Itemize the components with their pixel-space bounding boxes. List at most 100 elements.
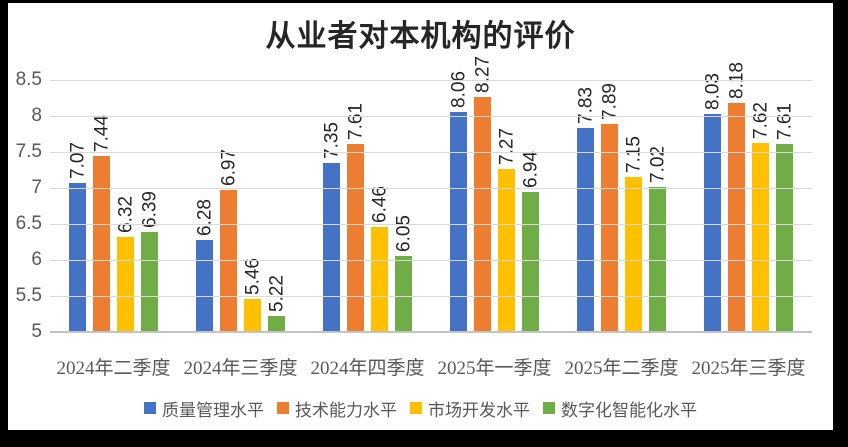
bar-value-label: 6.39 — [139, 190, 160, 228]
bar-slot: 7.35 — [321, 80, 342, 332]
bar-slot: 8.27 — [472, 56, 493, 332]
chart-container: 从业者对本机构的评价 7.07 7.44 6.32 6.39 6.28 6.97 5.46 5… — [8, 3, 833, 430]
bar-slot: 7.15 — [623, 80, 644, 332]
bar-slot: 5.22 — [266, 80, 287, 332]
gridline — [50, 80, 812, 81]
bar — [522, 192, 539, 332]
legend-swatch-icon — [144, 402, 156, 414]
bar-slot: 7.61 — [345, 80, 366, 332]
bar-slot: 8.03 — [702, 73, 723, 332]
bar-groups: 7.07 7.44 6.32 6.39 6.28 6.97 5.46 5.22 7.35 7.61… — [50, 56, 812, 332]
bar — [395, 256, 412, 332]
gridline — [50, 260, 812, 261]
legend-swatch-icon — [410, 402, 422, 414]
bar-value-label: 8.03 — [702, 72, 723, 110]
bar-slot: 7.02 — [647, 80, 668, 332]
bar-value-label: 7.89 — [599, 82, 620, 120]
bar — [93, 156, 110, 332]
legend-label: 技术能力水平 — [295, 400, 397, 420]
bar — [141, 231, 158, 332]
bar — [498, 168, 515, 332]
bar-value-label: 8.27 — [472, 55, 493, 93]
legend-label: 市场开发水平 — [428, 400, 530, 420]
bar-slot: 5.46 — [242, 80, 263, 332]
bar — [371, 226, 388, 332]
bar-slot: 7.83 — [575, 80, 596, 332]
bar — [601, 123, 618, 332]
y-axis-label: 6 — [31, 249, 42, 270]
bar-value-label: 6.94 — [520, 151, 541, 189]
bar-value-label: 7.27 — [496, 127, 517, 165]
bar — [69, 182, 86, 332]
x-axis-label: 2024年四季度 — [310, 358, 425, 379]
bar — [347, 144, 364, 332]
gridline — [50, 296, 812, 297]
bar — [474, 96, 491, 332]
bar-group: 8.06 8.27 7.27 6.94 — [431, 56, 558, 332]
y-axis-label: 6.5 — [15, 213, 42, 234]
bar-slot: 8.18 — [726, 62, 747, 332]
bar-slot: 7.27 — [496, 80, 517, 332]
bar-value-label: 7.61 — [774, 103, 795, 141]
x-axis-labels: 2024年二季度 2024年三季度 2024年四季度 2025年一季度 2025年二季度… — [50, 353, 812, 380]
bar-value-label: 8.06 — [448, 70, 469, 108]
x-axis-label: 2025年三季度 — [691, 358, 806, 379]
bar — [776, 144, 793, 332]
legend-swatch-icon — [277, 402, 289, 414]
legend-item: 技术能力水平 — [277, 396, 397, 421]
bar-value-label: 5.22 — [266, 275, 287, 313]
gridline — [50, 116, 812, 117]
gridline — [50, 188, 812, 189]
bar — [220, 190, 237, 332]
bar-value-label: 6.28 — [194, 198, 215, 236]
bar-slot: 6.32 — [115, 80, 136, 332]
chart-title: 从业者对本机构的评价 — [265, 20, 576, 53]
bar-slot: 6.39 — [139, 80, 160, 332]
bar-slot: 7.07 — [67, 80, 88, 332]
bar-group: 8.038.187.627.61 — [685, 62, 812, 332]
bar — [649, 186, 666, 332]
bar-slot: 7.62 — [750, 80, 771, 332]
gridline — [50, 224, 812, 225]
legend: 质量管理水平 技术能力水平 市场开发水平 数字化智能化水平 — [8, 396, 833, 420]
x-axis-label: 2024年三季度 — [183, 358, 298, 379]
bar-value-label: 7.61 — [345, 103, 366, 141]
x-axis-line — [50, 331, 812, 333]
bar — [323, 162, 340, 332]
bar-slot: 7.61 — [774, 80, 795, 332]
bar-group: 6.28 6.97 5.46 5.22 — [177, 80, 304, 332]
bar-group: 7.83 7.89 7.15 7.02 — [558, 80, 685, 332]
plot-area: 7.07 7.44 6.32 6.39 6.28 6.97 5.46 5.22 7.35 7.61… — [16, 56, 812, 379]
bar-slot: 7.44 — [91, 80, 112, 332]
bar — [704, 113, 721, 332]
x-axis-label: 2025年一季度 — [437, 358, 552, 379]
y-axis-label: 8.5 — [15, 69, 42, 90]
legend-swatch-icon — [543, 402, 555, 414]
bar-value-label: 6.05 — [393, 215, 414, 253]
gridline — [50, 152, 812, 153]
bar — [117, 236, 134, 332]
bar-value-label: 7.62 — [750, 102, 771, 140]
bar — [577, 128, 594, 332]
bar — [625, 177, 642, 332]
bar-group: 7.07 7.44 6.32 6.39 — [50, 80, 177, 332]
bar — [244, 298, 261, 332]
bar-value-label: 7.35 — [321, 121, 342, 159]
y-axis-label: 5 — [31, 321, 42, 342]
bar — [268, 316, 285, 332]
bar-value-label: 5.46 — [242, 257, 263, 295]
bar-slot: 8.06 — [448, 71, 469, 332]
legend-item: 数字化智能化水平 — [543, 396, 697, 421]
y-axis-label: 5.5 — [15, 285, 42, 306]
x-axis-label: 2025年二季度 — [564, 358, 679, 379]
bar-value-label: 6.46 — [369, 185, 390, 223]
legend-item: 市场开发水平 — [410, 396, 530, 421]
bar-slot: 6.05 — [393, 80, 414, 332]
bar — [196, 239, 213, 332]
bar-value-label: 6.97 — [218, 149, 239, 187]
bar-value-label: 7.07 — [67, 141, 88, 179]
legend-label: 质量管理水平 — [162, 400, 264, 420]
bar — [728, 103, 745, 332]
bar-slot: 6.94 — [520, 80, 541, 332]
